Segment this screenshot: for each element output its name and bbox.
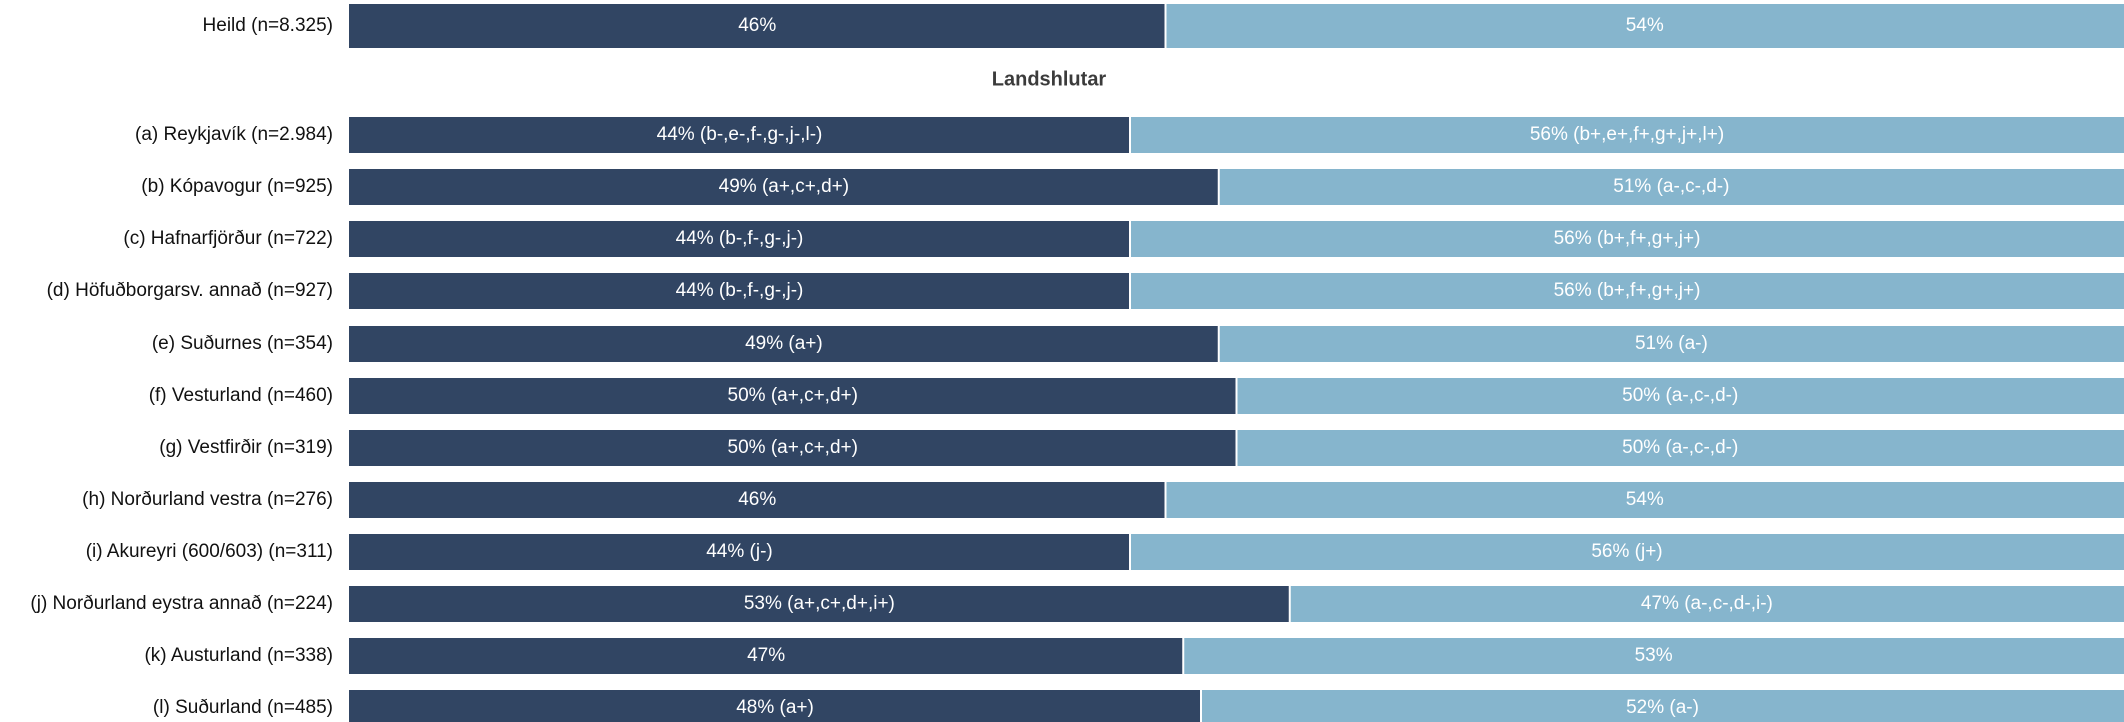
- bar-segment-first: [349, 273, 1130, 309]
- bar-segment-second: [1218, 169, 2124, 205]
- bar-label-first: 46%: [738, 489, 776, 510]
- row-label: (j) Norðurland eystra annað (n=224): [30, 593, 333, 614]
- chart-row: (a) Reykjavík (n=2.984) 44% (b-,e-,f-,g-,…: [135, 117, 2124, 153]
- bar-segment-second: [1130, 117, 2124, 153]
- bar-segment-second: [1130, 221, 2124, 257]
- row-label: (h) Norðurland vestra (n=276): [82, 489, 333, 510]
- chart-row: (f) Vesturland (n=460) 50% (a+,c+,d+) 50% …: [149, 378, 2124, 414]
- bar-segment-first: [349, 221, 1130, 257]
- chart-row: (i) Akureyri (600/603) (n=311) 44% (j-) 56…: [86, 534, 2124, 570]
- bar-segment-first: [349, 4, 1166, 48]
- chart-row: Heild (n=8.325) 46% 54%: [203, 4, 2124, 48]
- bar-label-second: 56% (b+,f+,g+,j+): [1554, 228, 1701, 249]
- bar-label-second: 50% (a-,c-,d-): [1622, 437, 1738, 458]
- row-label: (i) Akureyri (600/603) (n=311): [86, 541, 333, 562]
- section-title: Landshlutar: [992, 68, 1107, 90]
- bar-segment-first: [349, 482, 1166, 518]
- row-label: (d) Höfuðborgarsv. annað (n=927): [47, 280, 333, 301]
- bar-label-first: 53% (a+,c+,d+,i+): [744, 593, 895, 614]
- chart-row: (b) Kópavogur (n=925) 49% (a+,c+,d+) 51% (…: [141, 169, 2124, 205]
- bar-segment-first: [349, 169, 1219, 205]
- row-label: (a) Reykjavík (n=2.984): [135, 124, 333, 145]
- chart-row: (e) Suðurnes (n=354) 49% (a+) 51% (a-): [152, 326, 2124, 362]
- bar-segment-first: [349, 534, 1130, 570]
- chart-rows: Heild (n=8.325) 46% 54% (a) Reykjavík (n=2.…: [30, 4, 2124, 722]
- bar-segment-second: [1165, 482, 2124, 518]
- bar-segment-second: [1130, 273, 2124, 309]
- bar-label-first: 44% (b-,f-,g-,j-): [676, 280, 804, 301]
- bar-segment-first: [349, 586, 1290, 622]
- chart-row: (g) Vestfirðir (n=319) 50% (a+,c+,d+) 50% …: [159, 430, 2124, 466]
- bar-label-second: 51% (a-,c-,d-): [1613, 176, 1729, 197]
- bar-label-first: 49% (a+): [745, 333, 823, 354]
- chart-row: (k) Austurland (n=338) 47% 53%: [144, 638, 2124, 674]
- bar-label-second: 50% (a-,c-,d-): [1622, 385, 1738, 406]
- bar-segment-first: [349, 430, 1237, 466]
- bar-segment-first: [349, 326, 1219, 362]
- bar-label-second: 56% (b+,e+,f+,g+,j+,l+): [1530, 124, 1724, 145]
- row-label: (g) Vestfirðir (n=319): [159, 437, 333, 458]
- bar-label-first: 48% (a+): [736, 697, 814, 718]
- row-label: (c) Hafnarfjörður (n=722): [123, 228, 333, 249]
- bar-label-first: 49% (a+,c+,d+): [719, 176, 849, 197]
- row-label: (f) Vesturland (n=460): [149, 385, 333, 406]
- bar-label-second: 51% (a-): [1635, 333, 1708, 354]
- bar-label-second: 52% (a-): [1626, 697, 1699, 718]
- bar-label-first: 44% (b-,e-,f-,g-,j-,l-): [657, 124, 823, 145]
- chart-row: (h) Norðurland vestra (n=276) 46% 54%: [82, 482, 2124, 518]
- row-label: (k) Austurland (n=338): [144, 645, 333, 666]
- bar-label-second: 54%: [1626, 489, 1664, 510]
- bar-label-first: 47%: [747, 645, 785, 666]
- row-label: Heild (n=8.325): [203, 15, 333, 36]
- row-label: (l) Suðurland (n=485): [153, 697, 333, 718]
- bar-segment-second: [1218, 326, 2124, 362]
- bar-label-second: 56% (b+,f+,g+,j+): [1554, 280, 1701, 301]
- bar-label-second: 54%: [1626, 15, 1664, 36]
- bar-segment-second: [1289, 586, 2124, 622]
- chart-row: (j) Norðurland eystra annað (n=224) 53% (…: [30, 586, 2124, 622]
- chart-row: (l) Suðurland (n=485) 48% (a+) 52% (a-): [153, 690, 2124, 722]
- bar-segment-second: [1236, 430, 2124, 466]
- bar-label-second: 47% (a-,c-,d-,i-): [1641, 593, 1773, 614]
- bar-label-first: 46%: [738, 15, 776, 36]
- bar-segment-second: [1130, 534, 2124, 570]
- bar-label-first: 44% (b-,f-,g-,j-): [676, 228, 804, 249]
- row-label: (e) Suðurnes (n=354): [152, 333, 333, 354]
- bar-label-second: 56% (j+): [1591, 541, 1662, 562]
- chart-row: (c) Hafnarfjörður (n=722) 44% (b-,f-,g-,j…: [123, 221, 2124, 257]
- bar-segment-second: [1201, 690, 2124, 722]
- bar-label-first: 50% (a+,c+,d+): [728, 437, 858, 458]
- bar-segment-second: [1183, 638, 2124, 674]
- row-label: (b) Kópavogur (n=925): [141, 176, 333, 197]
- bar-label-second: 53%: [1635, 645, 1673, 666]
- bar-segment-first: [349, 690, 1201, 722]
- chart-row: (d) Höfuðborgarsv. annað (n=927) 44% (b-,…: [47, 273, 2124, 309]
- bar-segment-first: [349, 117, 1130, 153]
- bar-label-first: 44% (j-): [706, 541, 773, 562]
- bar-segment-second: [1165, 4, 2124, 48]
- bar-label-first: 50% (a+,c+,d+): [728, 385, 858, 406]
- bar-segment-second: [1236, 378, 2124, 414]
- bar-segment-first: [349, 638, 1184, 674]
- bar-segment-first: [349, 378, 1237, 414]
